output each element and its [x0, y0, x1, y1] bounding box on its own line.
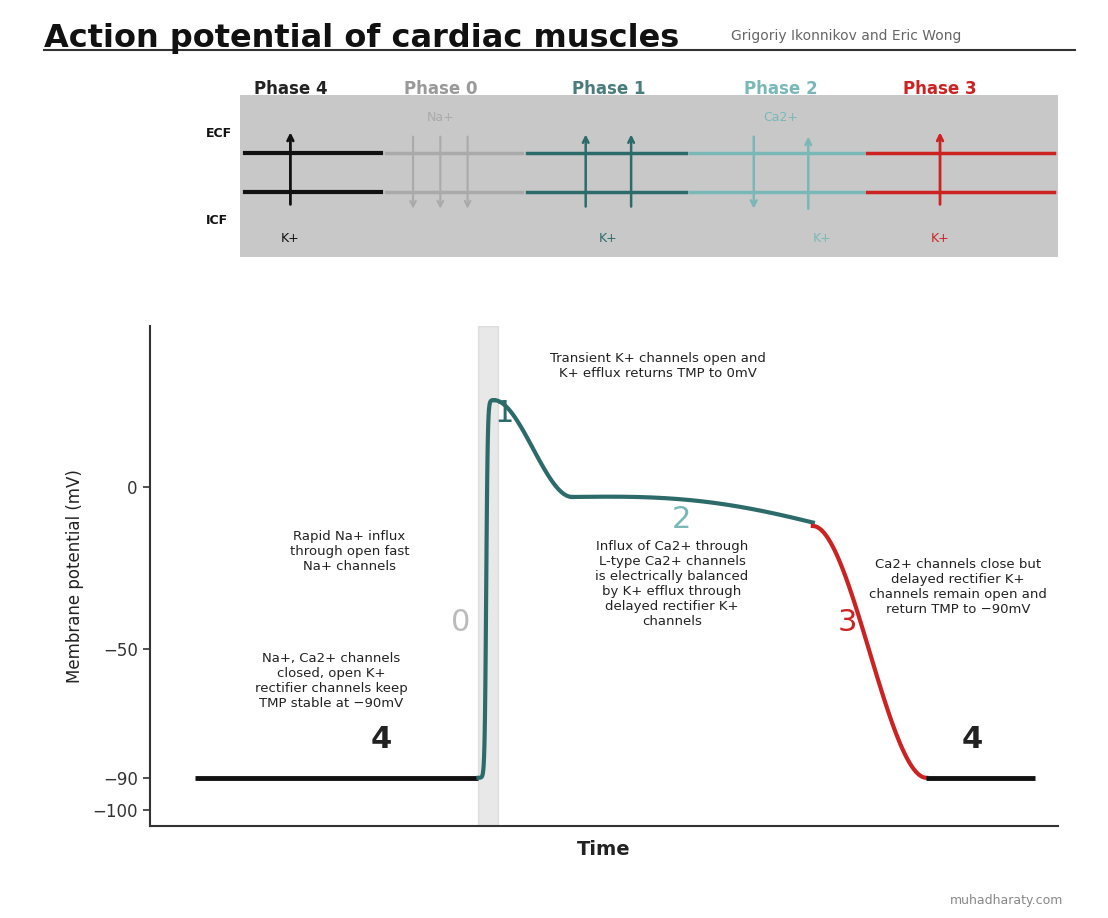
Text: Phase 1: Phase 1: [572, 80, 645, 98]
Text: Rapid Na+ influx
through open fast
Na+ channels: Rapid Na+ influx through open fast Na+ c…: [289, 531, 409, 574]
Text: ICF: ICF: [206, 214, 228, 227]
Text: Phase 2: Phase 2: [745, 80, 818, 98]
Text: 4: 4: [371, 724, 392, 754]
Text: Phase 4: Phase 4: [254, 80, 327, 98]
Text: Phase 3: Phase 3: [903, 80, 977, 98]
Text: 1: 1: [494, 398, 514, 428]
Text: K+: K+: [931, 231, 950, 245]
Text: 3: 3: [838, 609, 858, 637]
Text: Na+, Ca2+ channels
closed, open K+
rectifier channels keep
TMP stable at −90mV: Na+, Ca2+ channels closed, open K+ recti…: [255, 652, 408, 710]
Text: Phase 0: Phase 0: [403, 80, 478, 98]
Text: Na+: Na+: [427, 111, 454, 124]
Text: ECF: ECF: [206, 128, 232, 140]
Text: 0: 0: [451, 609, 470, 637]
Text: 2: 2: [671, 505, 690, 534]
Text: Grigoriy Ikonnikov and Eric Wong: Grigoriy Ikonnikov and Eric Wong: [731, 29, 962, 43]
Text: K+: K+: [599, 231, 618, 245]
Text: Ca2+ channels close but
delayed rectifier K+
channels remain open and
return TMP: Ca2+ channels close but delayed rectifie…: [870, 558, 1047, 616]
Bar: [479, 326, 499, 826]
Text: Action potential of cardiac muscles: Action potential of cardiac muscles: [44, 23, 679, 54]
Y-axis label: Membrane potential (mV): Membrane potential (mV): [66, 469, 84, 683]
Text: Ca2+: Ca2+: [763, 111, 799, 124]
Text: muhadharaty.com: muhadharaty.com: [951, 894, 1064, 907]
Text: 4: 4: [962, 724, 983, 754]
Text: Influx of Ca2+ through
L-type Ca2+ channels
is electrically balanced
by K+ efflu: Influx of Ca2+ through L-type Ca2+ chann…: [595, 540, 749, 628]
Text: K+: K+: [812, 231, 831, 245]
Text: K+: K+: [281, 231, 300, 245]
Bar: [240, 95, 1058, 257]
Text: Transient K+ channels open and
K+ efflux returns TMP to 0mV: Transient K+ channels open and K+ efflux…: [551, 352, 767, 380]
X-axis label: Time: Time: [577, 840, 630, 859]
